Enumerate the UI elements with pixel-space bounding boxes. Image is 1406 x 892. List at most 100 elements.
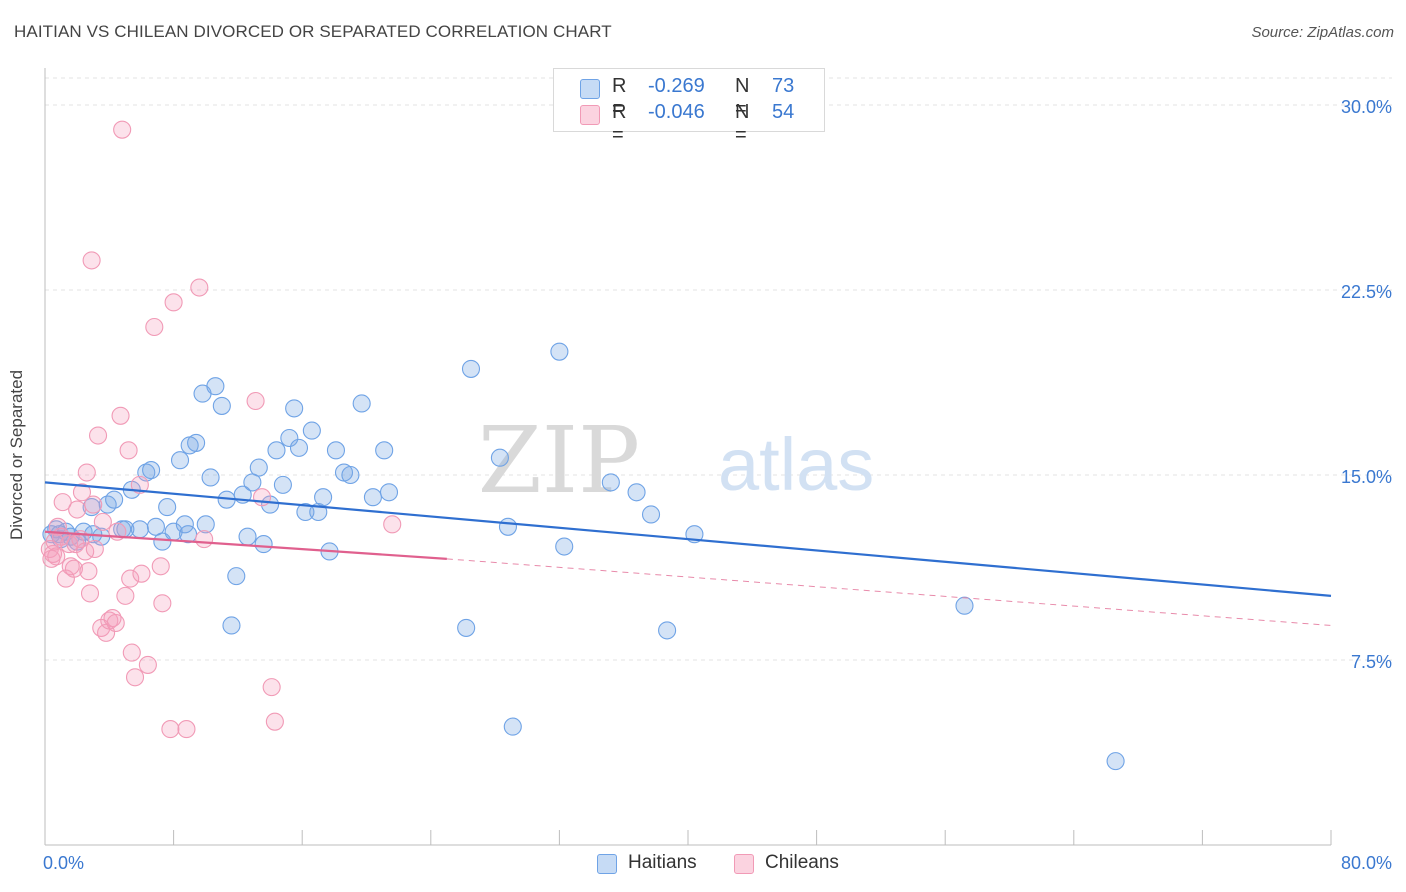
haitians-point [285, 399, 304, 418]
haitians-point [296, 502, 315, 522]
haitians-point [238, 527, 257, 546]
legend-swatch-haitians [580, 79, 600, 99]
chileans-point [77, 463, 96, 482]
haitians-point [201, 468, 220, 487]
haitians-trend-line [44, 481, 1332, 597]
haitians-point [314, 488, 333, 507]
haitians-point [267, 441, 286, 460]
chileans-point [195, 530, 214, 549]
haitians-point [352, 394, 371, 413]
chileans-point [66, 535, 85, 554]
haitians-point [326, 441, 346, 460]
chileans-point [151, 557, 170, 576]
haitians-point [175, 515, 194, 534]
legend-n-label: N = [735, 75, 750, 120]
legend-r-value: -0.046 [648, 101, 705, 123]
chileans-trend-extension [446, 558, 1332, 626]
axes [44, 68, 1332, 846]
haitians-point [498, 517, 518, 536]
haitians-point [158, 498, 177, 517]
tick-labels: 7.5% 15.0% 22.5% 30.0% 0.0% 80.0% [43, 97, 1392, 873]
chileans-point [60, 535, 79, 554]
chileans-point [80, 584, 100, 603]
haitians-point [254, 535, 273, 554]
haitians-point [375, 441, 394, 460]
haitians-point [555, 537, 574, 556]
haitians-point [955, 596, 974, 615]
chileans-point [265, 712, 284, 731]
haitians-point [187, 433, 206, 452]
chileans-point [85, 539, 104, 559]
data-points [40, 120, 1125, 771]
legend-r-value: -0.269 [648, 75, 705, 97]
chileans-point [119, 441, 138, 460]
chileans-point [82, 251, 101, 270]
legend-r-label: R = [612, 101, 627, 146]
chileans-point [125, 668, 145, 687]
haitians-point [641, 505, 661, 524]
haitians-point [627, 483, 646, 502]
haitians-point [302, 421, 321, 440]
chileans-point [262, 678, 281, 697]
chileans-trend-line [44, 530, 447, 560]
chart-title: HAITIAN VS CHILEAN DIVORCED OR SEPARATED… [14, 22, 612, 41]
correlation-legend: R = -0.269 N = 73 R = -0.046 N = 54 [553, 68, 825, 146]
haitians-point [341, 465, 360, 485]
haitians-point [212, 396, 231, 415]
legend-swatch-chileans [580, 105, 600, 125]
chileans-point [122, 643, 141, 662]
chileans-point [130, 475, 149, 494]
chileans-point [138, 655, 157, 674]
y-axis-label: Divorced or Separated [7, 369, 26, 541]
haitians-point [658, 621, 677, 640]
trend-lines [44, 481, 1332, 626]
haitians-point [503, 717, 522, 736]
haitians-point [601, 473, 620, 492]
watermark-atlas: atlas [718, 423, 874, 506]
haitians-point [363, 488, 382, 507]
chileans-point [161, 720, 180, 739]
watermark: ZIP atlas [478, 407, 874, 514]
grid-lines [45, 77, 1392, 661]
chileans-point [84, 495, 103, 514]
legend-swatch-chileans [734, 854, 754, 874]
y-tick-label: 22.5% [1341, 282, 1392, 302]
chileans-point [121, 569, 140, 588]
haitians-point [170, 451, 190, 470]
y-tick-label: 15.0% [1341, 467, 1392, 487]
chileans-point [79, 562, 98, 581]
chileans-point [72, 483, 92, 502]
haitians-point [273, 475, 292, 494]
legend-n-value: 73 [772, 75, 795, 97]
haitians-point [1106, 752, 1125, 771]
legend-n-value: 54 [772, 101, 795, 123]
legend-swatch-haitians [597, 854, 617, 874]
haitians-point [461, 359, 481, 378]
chileans-point [246, 391, 265, 411]
chileans-point [61, 557, 80, 576]
chileans-point [177, 720, 196, 739]
chileans-point [103, 609, 122, 628]
legend-r-label: R = [612, 75, 627, 120]
haitians-point [289, 438, 309, 457]
chileans-point [106, 613, 125, 633]
chileans-point [190, 278, 209, 297]
chileans-point [64, 559, 83, 578]
chileans-point [68, 500, 87, 519]
haitians-point [142, 461, 161, 480]
chileans-point [47, 547, 66, 566]
chileans-point [53, 493, 72, 512]
haitians-point [227, 567, 246, 586]
haitians-point [550, 342, 569, 361]
legend-label-chileans: Chileans [765, 852, 839, 873]
y-tick-label: 30.0% [1341, 97, 1392, 117]
haitians-point [206, 377, 225, 396]
haitians-point [490, 448, 509, 467]
chileans-point [132, 564, 151, 583]
haitians-point [222, 616, 241, 635]
watermark-zip: ZIP [478, 407, 640, 514]
chileans-point [145, 317, 164, 337]
legend-n-label: N = [735, 101, 750, 146]
chileans-point [116, 586, 135, 605]
